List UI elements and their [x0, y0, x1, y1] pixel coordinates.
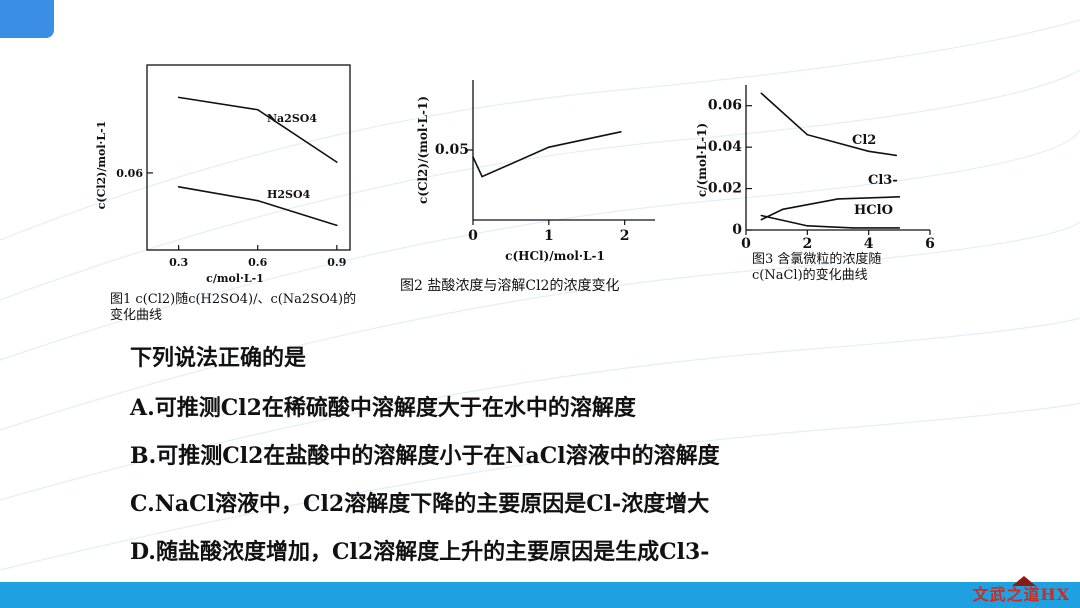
chart-1-caption-line2: 变化曲线 — [110, 308, 163, 323]
series-line-0 — [472, 131, 622, 178]
series-line-0 — [178, 96, 338, 163]
y-axis-label: c(Cl2)/(mol·L-1) — [416, 96, 430, 204]
chart-1-caption: 图1 c(Cl2)随c(H2SO4)/、c(Na2SO4)的 变化曲线 — [110, 292, 356, 324]
series-line-1 — [760, 196, 900, 221]
x-tick-label-0: 0 — [468, 228, 478, 244]
x-tick-label-1: 0.6 — [248, 256, 267, 269]
y-axis-label: c/(mol·L-1) — [695, 123, 709, 197]
option-b[interactable]: B.可推测Cl2在盐酸中的溶解度小于在NaCl溶液中的溶解度 — [130, 443, 720, 469]
series-label-1: Cl3- — [868, 173, 898, 188]
x-tick-label-1: 1 — [544, 228, 554, 244]
point-2-0 — [760, 214, 763, 217]
series-line-0 — [760, 92, 897, 157]
point-0-3 — [620, 131, 622, 133]
y-tick-label-3: 0.06 — [708, 98, 742, 114]
x-tick-label-2: 4 — [864, 236, 874, 250]
point-0-3 — [895, 154, 898, 157]
chart-3-caption-line2: c(NaCl)的变化曲线 — [752, 268, 868, 283]
point-0-0 — [760, 92, 763, 95]
chart-3-caption: 图3 含氯微粒的浓度随 c(NaCl)的变化曲线 — [752, 252, 881, 284]
x-tick-label-0: 0.3 — [169, 256, 188, 269]
y-tick-label-0: 0.05 — [435, 142, 469, 158]
point-0-0 — [177, 96, 180, 99]
y-axis-label: c(Cl2)/mol·L-1 — [95, 121, 108, 210]
watermark-roof-icon — [1012, 576, 1036, 586]
point-0-1 — [481, 175, 483, 178]
corner-tab — [0, 0, 54, 38]
point-0-1 — [256, 108, 259, 111]
x-axis-label: c(HCl)/mol·L-1 — [505, 249, 605, 263]
point-1-1 — [782, 208, 784, 211]
plot-frame — [146, 64, 351, 251]
x-tick-label-2: 0.9 — [327, 256, 346, 269]
series-label-0: Na2SO4 — [267, 112, 317, 125]
x-tick-label-0: 0 — [741, 236, 751, 250]
chart-3-caption-line1: 图3 含氯微粒的浓度随 — [752, 252, 882, 267]
bottom-bar — [0, 582, 1080, 608]
x-axis-label: c/mol·L-1 — [206, 272, 264, 285]
y-tick-label-0: 0 — [732, 222, 742, 238]
point-2-3 — [898, 227, 901, 229]
chart-1-caption-line1: 图1 c(Cl2)随c(H2SO4)/、c(Na2SO4)的 — [110, 292, 357, 307]
option-a[interactable]: A.可推测Cl2在稀硫酸中溶解度大于在水中的溶解度 — [130, 395, 636, 421]
point-0-2 — [867, 150, 870, 153]
x-tick-label-2: 2 — [620, 228, 630, 244]
series-label-1: H2SO4 — [267, 188, 311, 201]
series-label-2: HClO — [854, 203, 893, 218]
watermark: 文武之道HX — [972, 585, 1070, 604]
point-1-0 — [760, 218, 763, 221]
x-tick-label-1: 2 — [802, 236, 812, 250]
question-stem: 下列说法正确的是 — [130, 345, 307, 371]
option-d[interactable]: D.随盐酸浓度增加，Cl2溶解度上升的主要原因是生成Cl3- — [130, 539, 710, 565]
series-label-0: Cl2 — [852, 133, 876, 148]
series-line-2 — [761, 214, 900, 229]
point-2-1 — [806, 225, 809, 227]
chart-1: 0.3 0.6 0.9 0.06 c/mol·L-1 c(Cl2)/mol·L-1 Na2S… — [95, 64, 351, 285]
y-tick-label-0: 0.06 — [116, 167, 143, 180]
point-1-3 — [898, 196, 901, 198]
chart-3: 0 2 4 6 0 0.02 0.04 0.06 c/(mol·L-1) Cl2 Cl3- HClO — [695, 85, 935, 250]
point-0-0 — [472, 156, 474, 158]
chart-2-caption: 图2 盐酸浓度与溶解Cl2的浓度变化 — [400, 278, 620, 294]
point-1-2 — [837, 198, 839, 200]
point-0-2 — [548, 146, 550, 148]
y-tick-label-2: 0.04 — [708, 139, 742, 155]
option-c[interactable]: C.NaCl溶液中，Cl2溶解度下降的主要原因是Cl-浓度增大 — [130, 491, 710, 517]
x-tick-label-3: 6 — [925, 236, 935, 250]
point-0-1 — [806, 133, 809, 136]
series-line-1 — [178, 186, 338, 227]
point-1-2 — [336, 224, 338, 227]
chart-2: 0 1 2 0.05 c(HCl)/mol·L-1 c(Cl2)/(mol·L-1) — [416, 80, 655, 263]
point-1-0 — [177, 185, 180, 188]
point-2-2 — [852, 227, 855, 229]
y-tick-label-1: 0.02 — [708, 181, 742, 197]
point-0-2 — [336, 161, 338, 163]
point-1-1 — [256, 199, 259, 202]
